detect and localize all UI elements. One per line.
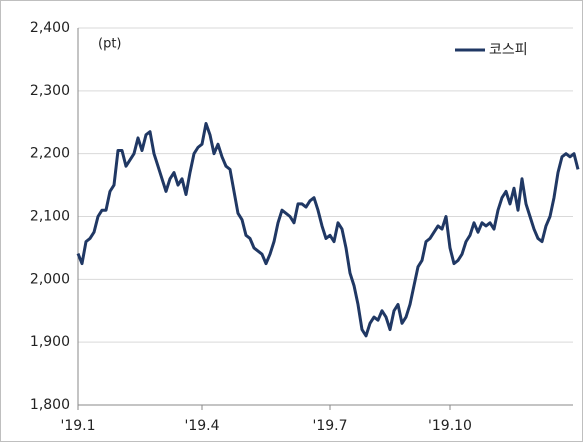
- y-tick-label: 1,800: [30, 397, 70, 413]
- data-line: [76, 122, 580, 338]
- y-tick-label: 2,200: [30, 146, 70, 162]
- legend-label: 코스피: [489, 42, 528, 58]
- x-tick-label: '19.10: [428, 418, 472, 434]
- x-tick-label: '19.7: [312, 418, 347, 434]
- y-tick-label: 1,900: [30, 334, 70, 350]
- y-tick-label: 2,400: [30, 20, 70, 36]
- y-tick-label: 2,300: [30, 83, 70, 99]
- unit-annotation: (pt): [98, 37, 122, 52]
- x-tick-label: '19.4: [184, 418, 219, 434]
- x-tick-label: '19.1: [60, 418, 95, 434]
- y-tick-label: 2,100: [30, 209, 70, 225]
- y-tick-label: 2,000: [30, 271, 70, 287]
